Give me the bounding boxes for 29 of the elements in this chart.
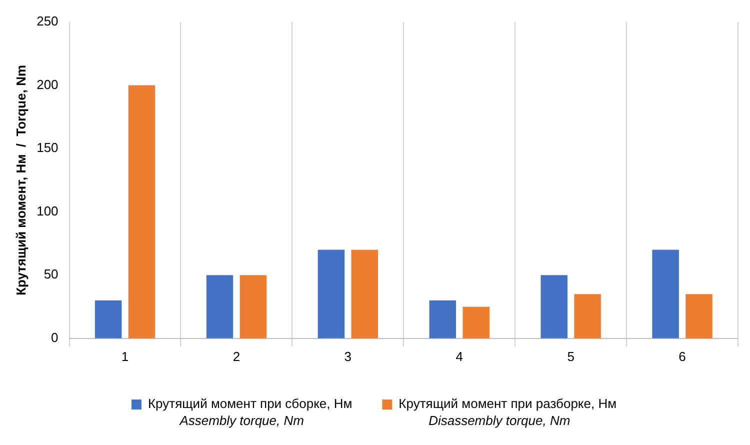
bar: [686, 294, 712, 338]
text: Assembly torque, Nm: [178, 413, 304, 428]
y-tick-label: 200: [36, 76, 58, 92]
x-tick-label: 4: [456, 348, 463, 364]
bar: [462, 306, 490, 338]
bar: [318, 250, 345, 338]
bar: [94, 300, 122, 338]
x-tick-label: 5: [567, 348, 574, 364]
bar: [128, 85, 156, 338]
x-tick-label: 6: [678, 348, 686, 364]
legend-label: Крутящий момент при разборке, Нм: [398, 396, 617, 412]
legend-label: Крутящий момент при сборке, Нм: [148, 396, 352, 412]
bar: [574, 294, 601, 338]
x-tick-label: 3: [344, 348, 352, 364]
bar: [652, 250, 679, 338]
y-axis-title: Крутящий момент, Нм / Torque, Nm: [13, 64, 28, 296]
x-tick-label: 2: [232, 348, 240, 364]
bar: [240, 275, 267, 338]
text: Disassembly torque, Nm: [428, 413, 570, 428]
bar: [429, 300, 456, 338]
y-tick-label: 150: [36, 140, 58, 156]
y-tick-label: 0: [51, 330, 58, 345]
x-tick-label: 1: [121, 348, 129, 364]
bar: [540, 275, 568, 338]
y-tick-label: 50: [44, 266, 58, 282]
bar: [206, 275, 234, 338]
bar: [351, 250, 378, 338]
y-tick-label: 250: [36, 14, 58, 29]
y-tick-label: 100: [36, 203, 58, 218]
